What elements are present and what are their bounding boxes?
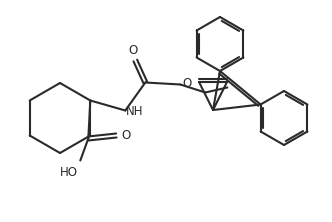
Text: O: O: [129, 44, 138, 57]
Text: O: O: [182, 77, 192, 90]
Text: O: O: [121, 129, 130, 142]
Text: NH: NH: [126, 105, 144, 118]
Text: HO: HO: [60, 165, 78, 178]
